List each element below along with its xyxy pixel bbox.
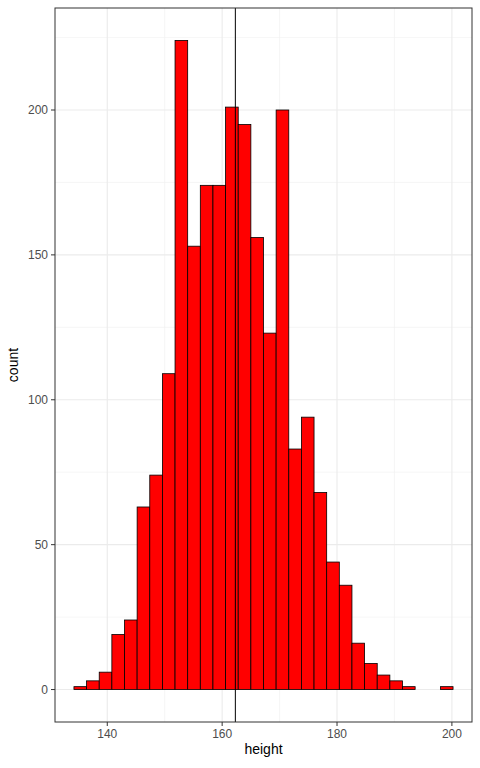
- x-tick-label: 180: [327, 727, 347, 741]
- bar: [264, 333, 277, 689]
- grid-x: [107, 8, 108, 722]
- panel-border: [55, 8, 472, 722]
- bar: [74, 687, 87, 690]
- y-tick: [51, 399, 55, 400]
- x-axis-label: height: [244, 741, 282, 757]
- bar: [175, 40, 188, 689]
- x-tick-label: 140: [97, 727, 117, 741]
- bar: [251, 238, 264, 690]
- y-tick: [51, 544, 55, 545]
- minor-grid-y: [55, 37, 472, 38]
- background: [0, 0, 480, 768]
- bar: [112, 634, 125, 689]
- y-tick: [51, 254, 55, 255]
- x-tick: [337, 722, 338, 726]
- x-tick-label: 160: [212, 727, 232, 741]
- x-tick-label: 200: [442, 727, 462, 741]
- bar: [125, 620, 138, 690]
- chart-container: 140 160 180 200 0 50 100 150 200 height count: [0, 0, 480, 768]
- y-tick-label: 150: [28, 248, 48, 262]
- vertical-line: [235, 8, 236, 722]
- bar: [390, 681, 403, 690]
- bar: [188, 246, 201, 689]
- x-tick: [107, 722, 108, 726]
- bar: [365, 663, 378, 689]
- bar: [162, 374, 175, 690]
- bar: [238, 124, 251, 689]
- x-tick: [222, 722, 223, 726]
- bar: [352, 643, 365, 689]
- plot-area: [74, 8, 453, 722]
- bar: [276, 110, 289, 690]
- y-tick: [51, 689, 55, 690]
- bar: [200, 185, 213, 689]
- axes: 140 160 180 200 0 50 100 150 200: [28, 103, 462, 741]
- y-tick-label: 50: [35, 538, 49, 552]
- y-tick-label: 200: [28, 103, 48, 117]
- y-tick-label: 0: [41, 683, 48, 697]
- grid-x: [451, 8, 452, 722]
- bar: [150, 475, 163, 689]
- chart: 140 160 180 200 0 50 100 150 200 height count: [0, 0, 480, 768]
- bar: [327, 562, 340, 690]
- y-tick: [51, 110, 55, 111]
- bar: [99, 672, 112, 689]
- bar: [314, 493, 327, 690]
- bar: [226, 107, 239, 689]
- bar: [137, 507, 150, 690]
- y-tick-label: 100: [28, 393, 48, 407]
- x-tick: [451, 722, 452, 726]
- bar: [428, 689, 441, 690]
- grid-y: [55, 109, 472, 110]
- bar: [289, 449, 302, 690]
- y-axis-label: count: [5, 348, 21, 382]
- bar: [87, 681, 100, 690]
- bar: [213, 185, 226, 689]
- grid: [55, 8, 472, 722]
- bar: [415, 689, 428, 690]
- minor-grid-y: [55, 182, 472, 183]
- bar: [377, 675, 390, 689]
- bar: [339, 585, 352, 689]
- bar: [440, 687, 453, 690]
- minor-grid-x: [394, 8, 395, 722]
- bar: [403, 687, 416, 690]
- bar: [301, 417, 314, 689]
